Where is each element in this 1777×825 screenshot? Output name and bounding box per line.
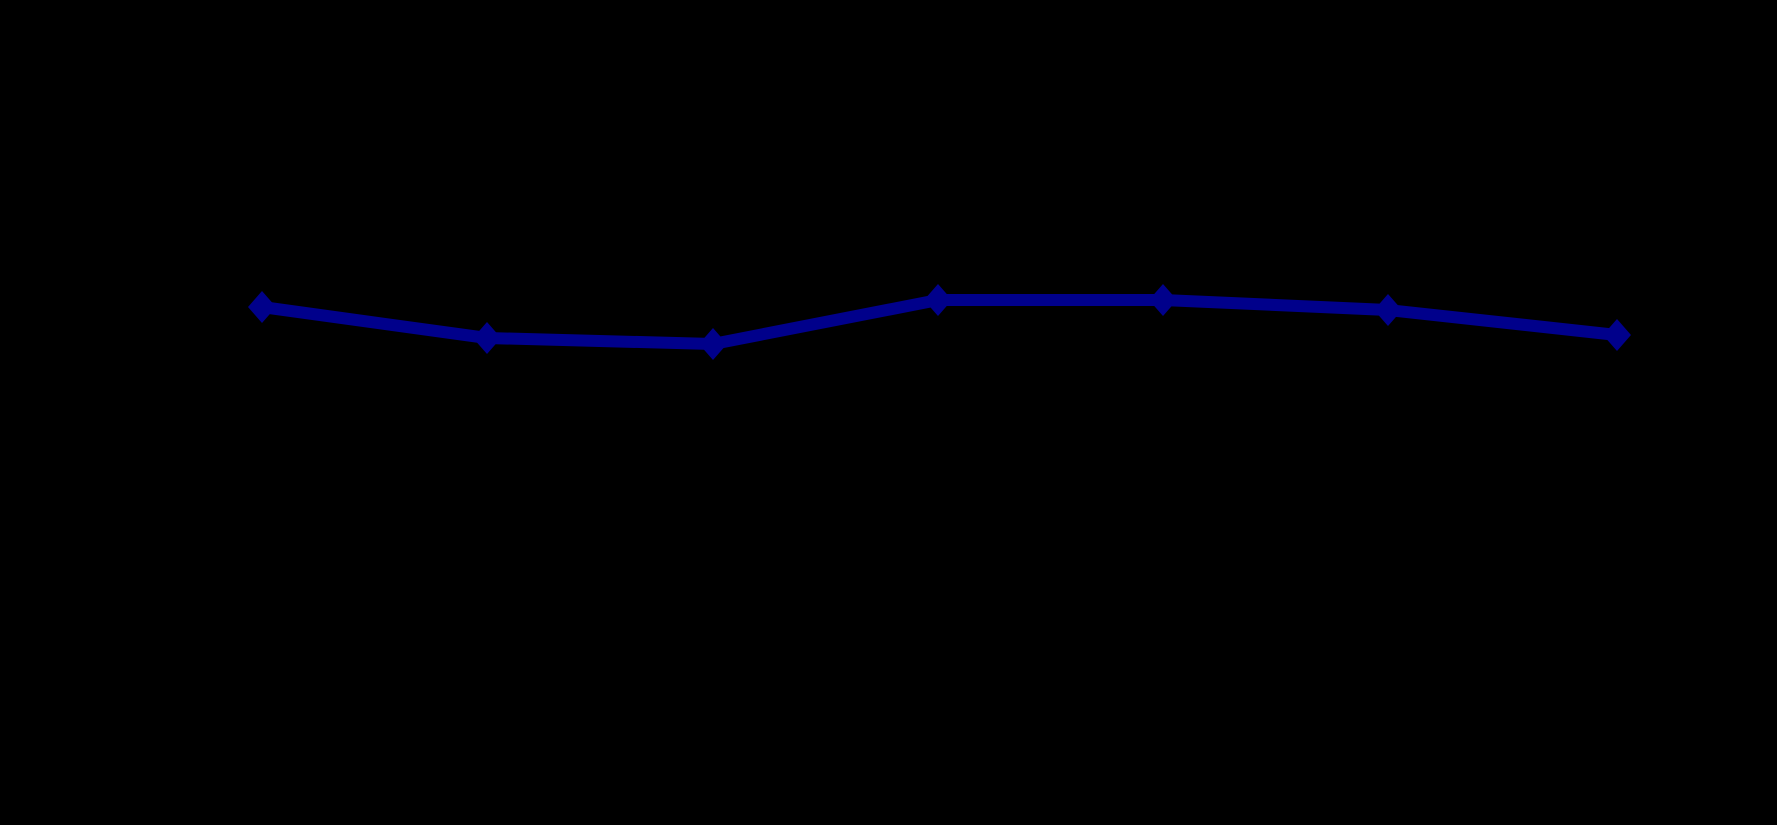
diamond-marker-4 — [924, 284, 952, 316]
chart-series-group — [248, 284, 1631, 360]
diamond-marker-3 — [699, 328, 727, 360]
diamond-marker-6 — [1374, 294, 1402, 326]
data-point-markers — [248, 284, 1631, 360]
diamond-marker-5 — [1149, 284, 1177, 316]
diamond-marker-7 — [1603, 319, 1631, 351]
diamond-marker-2 — [473, 322, 501, 354]
diamond-marker-1 — [248, 291, 276, 323]
